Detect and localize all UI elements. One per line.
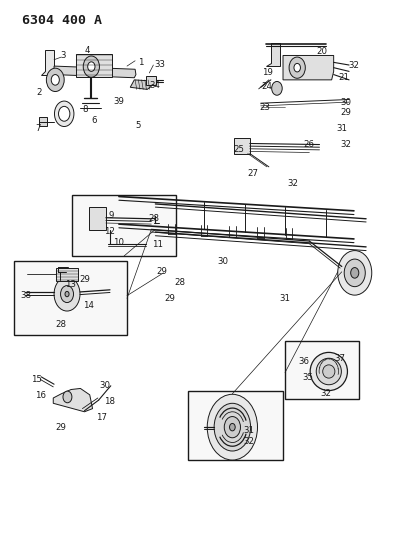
Text: 4: 4 (84, 46, 90, 55)
Polygon shape (130, 80, 151, 90)
Text: 28: 28 (148, 214, 159, 223)
Circle shape (47, 68, 64, 92)
Text: 33: 33 (154, 60, 165, 69)
Text: 21: 21 (339, 73, 350, 82)
Polygon shape (266, 43, 280, 66)
Polygon shape (89, 207, 106, 230)
Polygon shape (54, 66, 136, 78)
Circle shape (272, 82, 282, 95)
Text: 35: 35 (302, 373, 313, 382)
Text: 32: 32 (288, 179, 299, 188)
Text: 32: 32 (320, 389, 331, 398)
Circle shape (54, 277, 80, 311)
Text: 2: 2 (36, 88, 42, 97)
Polygon shape (285, 341, 359, 399)
Text: 32: 32 (243, 437, 254, 446)
Text: 10: 10 (113, 238, 124, 247)
Text: 12: 12 (104, 227, 115, 236)
Circle shape (338, 251, 372, 295)
Text: 30: 30 (100, 381, 111, 390)
Circle shape (214, 403, 251, 451)
Text: 37: 37 (335, 354, 346, 364)
Circle shape (351, 268, 359, 278)
Text: 27: 27 (247, 168, 258, 177)
Text: 36: 36 (298, 358, 309, 367)
Text: 11: 11 (152, 240, 163, 249)
Circle shape (63, 391, 72, 403)
Text: 15: 15 (31, 375, 42, 384)
Circle shape (230, 423, 235, 431)
Ellipse shape (316, 358, 341, 385)
Circle shape (65, 292, 69, 297)
Text: 18: 18 (104, 397, 115, 406)
Text: 30: 30 (340, 98, 351, 107)
Text: 7: 7 (35, 124, 41, 133)
Text: 25: 25 (233, 146, 244, 155)
Circle shape (289, 57, 305, 78)
Text: 14: 14 (83, 301, 94, 310)
Polygon shape (234, 138, 250, 154)
Circle shape (294, 63, 300, 72)
Circle shape (60, 286, 73, 303)
Circle shape (55, 101, 74, 126)
Text: 29: 29 (340, 108, 351, 117)
Text: 30: 30 (217, 257, 228, 265)
Polygon shape (283, 55, 334, 80)
Text: 23: 23 (259, 103, 270, 112)
Polygon shape (39, 117, 47, 126)
Circle shape (207, 394, 257, 460)
Circle shape (344, 259, 365, 287)
Polygon shape (188, 391, 283, 460)
Circle shape (51, 75, 59, 85)
Text: 31: 31 (279, 294, 290, 303)
Text: 6304 400 A: 6304 400 A (22, 14, 102, 27)
Circle shape (88, 62, 95, 71)
Text: 3: 3 (60, 51, 66, 60)
Text: 31: 31 (336, 124, 347, 133)
Text: 13: 13 (65, 280, 76, 289)
Polygon shape (76, 54, 112, 77)
Text: 17: 17 (95, 413, 106, 422)
Polygon shape (53, 389, 93, 412)
Text: 1: 1 (138, 58, 144, 67)
Text: 6: 6 (91, 116, 97, 125)
Text: 31: 31 (243, 426, 254, 435)
Polygon shape (56, 268, 78, 281)
Text: 8: 8 (82, 105, 88, 114)
Circle shape (83, 56, 100, 77)
Text: 32: 32 (348, 61, 359, 69)
Text: 20: 20 (316, 47, 327, 56)
Polygon shape (72, 195, 175, 256)
Text: 29: 29 (164, 294, 175, 303)
Polygon shape (146, 76, 156, 85)
Text: 28: 28 (174, 278, 185, 287)
Text: 32: 32 (340, 140, 351, 149)
Text: 29: 29 (80, 274, 90, 284)
Text: 29: 29 (156, 268, 167, 276)
Ellipse shape (310, 352, 348, 391)
Text: 5: 5 (135, 121, 141, 130)
Circle shape (58, 107, 70, 121)
Text: 28: 28 (55, 320, 66, 329)
Circle shape (224, 417, 240, 438)
Polygon shape (13, 261, 127, 335)
Text: 16: 16 (35, 391, 46, 400)
Text: 34: 34 (150, 81, 161, 90)
Polygon shape (41, 50, 54, 75)
Text: 29: 29 (55, 423, 66, 432)
Text: 19: 19 (262, 68, 273, 77)
Ellipse shape (323, 365, 335, 378)
Text: 26: 26 (304, 140, 315, 149)
Text: 38: 38 (20, 290, 31, 300)
Text: 24: 24 (262, 82, 273, 91)
Text: 9: 9 (108, 211, 113, 220)
Text: 39: 39 (113, 97, 124, 106)
